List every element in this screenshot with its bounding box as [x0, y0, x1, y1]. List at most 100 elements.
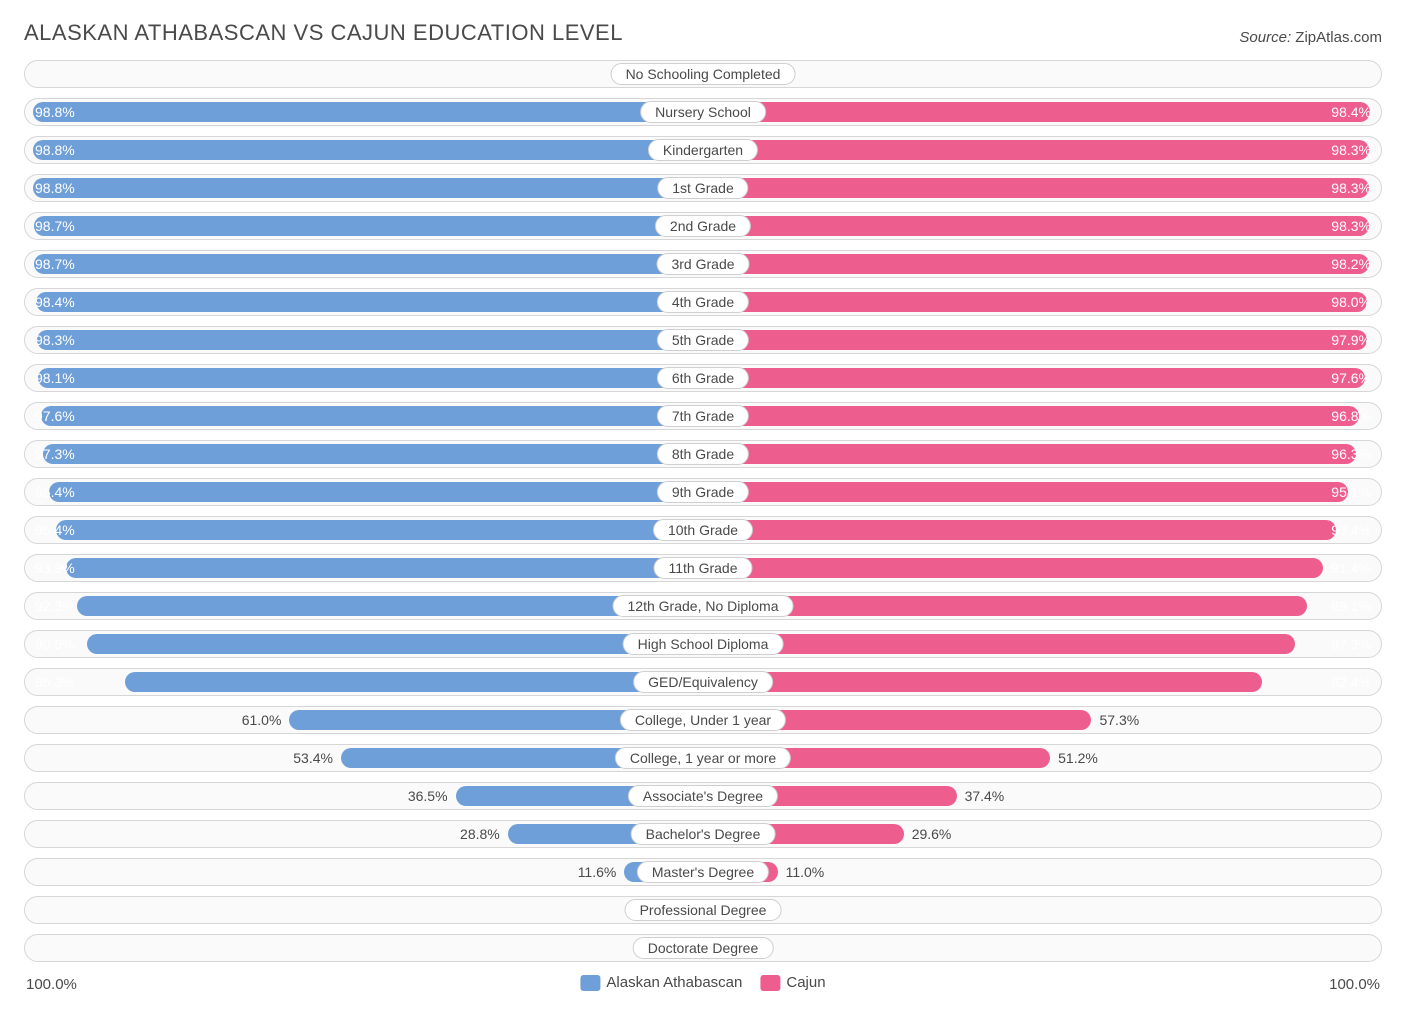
value-left: 92.3%: [35, 598, 75, 614]
bar-left: [33, 140, 703, 160]
bar-left: [87, 634, 703, 654]
bar-left: [41, 406, 703, 426]
category-label: No Schooling Completed: [611, 63, 796, 85]
chart-row: 11.6% 11.0% Master's Degree: [24, 858, 1382, 886]
value-right: 98.0%: [1331, 294, 1371, 310]
value-left: 98.7%: [35, 256, 75, 272]
value-right: 91.4%: [1331, 560, 1371, 576]
legend-label-right: Cajun: [786, 974, 825, 991]
chart-row: 97.3% 96.3% 8th Grade: [24, 440, 1382, 468]
value-left: 98.4%: [35, 294, 75, 310]
category-label: Associate's Degree: [628, 785, 778, 807]
legend-swatch-left: [580, 975, 600, 991]
category-label: 1st Grade: [657, 177, 748, 199]
bar-right: [703, 406, 1359, 426]
value-right: 29.6%: [912, 826, 952, 842]
chart-row: 95.4%93.4%10th Grade: [24, 516, 1382, 544]
chart-row: 98.8%98.4%Nursery School: [24, 98, 1382, 126]
legend-item-left: Alaskan Athabascan: [580, 974, 742, 991]
bar-left: [36, 292, 703, 312]
bar-right: [703, 482, 1348, 502]
bar-left: [49, 482, 703, 502]
value-left: 11.6%: [578, 864, 617, 880]
category-label: Kindergarten: [648, 139, 758, 161]
value-left: 90.9%: [35, 636, 75, 652]
value-right: 98.3%: [1331, 218, 1371, 234]
bar-left: [43, 444, 703, 464]
category-label: 8th Grade: [657, 443, 749, 465]
value-right: 37.4%: [965, 788, 1005, 804]
value-right: 87.3%: [1331, 636, 1371, 652]
chart-row: 1.5%1.7%No Schooling Completed: [24, 60, 1382, 88]
chart-source: Source: ZipAtlas.com: [1239, 29, 1382, 46]
value-right: 98.3%: [1331, 180, 1371, 196]
bar-left: [77, 596, 703, 616]
bar-left: [37, 330, 703, 350]
chart-row: 98.1%97.6%6th Grade: [24, 364, 1382, 392]
chart-row: 98.8% 98.3% 1st Grade: [24, 174, 1382, 202]
value-left: 98.3%: [35, 332, 75, 348]
chart-row: 97.6%96.8%7th Grade: [24, 402, 1382, 430]
value-right: 95.1%: [1331, 484, 1371, 500]
bar-left: [34, 216, 703, 236]
chart-row: 85.3%82.4%GED/Equivalency: [24, 668, 1382, 696]
value-left: 98.8%: [35, 180, 75, 196]
category-label: 12th Grade, No Diploma: [613, 595, 794, 617]
value-right: 96.3%: [1331, 446, 1371, 462]
chart-title: ALASKAN ATHABASCAN VS CAJUN EDUCATION LE…: [24, 20, 623, 46]
category-label: Doctorate Degree: [633, 937, 774, 959]
value-left: 97.3%: [35, 446, 75, 462]
legend-label-left: Alaskan Athabascan: [606, 974, 742, 991]
value-right: 97.6%: [1331, 370, 1371, 386]
bar-left: [38, 368, 703, 388]
chart-row: 90.9% 87.3% High School Diploma: [24, 630, 1382, 658]
bar-right: [703, 558, 1323, 578]
diverging-bar-chart: 1.5%1.7%No Schooling Completed98.8%98.4%…: [24, 60, 1382, 962]
value-right: 51.2%: [1058, 750, 1098, 766]
chart-row: 61.0%57.3%College, Under 1 year: [24, 706, 1382, 734]
category-label: 3rd Grade: [656, 253, 749, 275]
value-left: 98.8%: [35, 142, 75, 158]
value-right: 98.3%: [1331, 142, 1371, 158]
category-label: College, 1 year or more: [615, 747, 791, 769]
axis-right-label: 100.0%: [1329, 976, 1380, 993]
bar-right: [703, 596, 1307, 616]
bar-right: [703, 672, 1262, 692]
value-left: 95.4%: [35, 522, 75, 538]
bar-left: [33, 102, 703, 122]
chart-row: 98.7%98.2%3rd Grade: [24, 250, 1382, 278]
category-label: 4th Grade: [657, 291, 749, 313]
value-right: 96.8%: [1331, 408, 1371, 424]
chart-header: ALASKAN ATHABASCAN VS CAJUN EDUCATION LE…: [24, 20, 1382, 46]
category-label: High School Diploma: [623, 633, 784, 655]
value-left: 98.7%: [35, 218, 75, 234]
value-right: 11.0%: [786, 864, 825, 880]
category-label: 9th Grade: [657, 481, 749, 503]
legend-item-right: Cajun: [760, 974, 825, 991]
value-left: 36.5%: [408, 788, 448, 804]
bar-right: [703, 254, 1369, 274]
bar-right: [703, 634, 1295, 654]
value-left: 85.3%: [35, 674, 75, 690]
category-label: Master's Degree: [637, 861, 769, 883]
chart-row: 3.8%3.4%Professional Degree: [24, 896, 1382, 924]
chart-row: 28.8%29.6%Bachelor's Degree: [24, 820, 1382, 848]
chart-row: 98.4% 98.0% 4th Grade: [24, 288, 1382, 316]
value-right: 97.9%: [1331, 332, 1371, 348]
bar-left: [56, 520, 703, 540]
category-label: Bachelor's Degree: [631, 823, 776, 845]
value-left: 98.1%: [35, 370, 75, 386]
category-label: 2nd Grade: [655, 215, 751, 237]
bar-right: [703, 140, 1369, 160]
category-label: Professional Degree: [625, 899, 782, 921]
bar-right: [703, 292, 1367, 312]
value-left: 53.4%: [293, 750, 333, 766]
category-label: GED/Equivalency: [633, 671, 773, 693]
bar-left: [33, 178, 703, 198]
bar-right: [703, 216, 1369, 236]
chart-row: 1.7%1.5%Doctorate Degree: [24, 934, 1382, 962]
value-left: 98.8%: [35, 104, 75, 120]
bar-left: [34, 254, 703, 274]
value-left: 61.0%: [242, 712, 282, 728]
axis-left-label: 100.0%: [26, 976, 77, 993]
